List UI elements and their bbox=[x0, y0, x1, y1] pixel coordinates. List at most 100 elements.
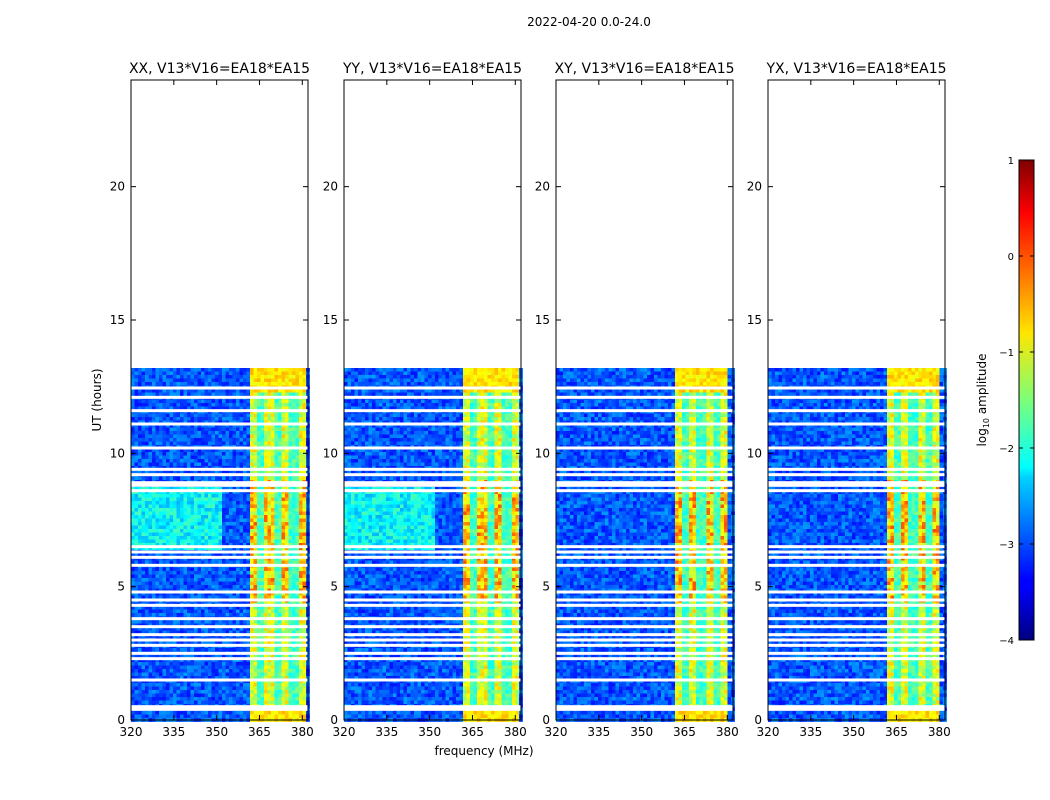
heat-cell bbox=[225, 581, 230, 586]
heat-cell bbox=[138, 497, 142, 502]
heat-cell bbox=[250, 420, 254, 425]
heat-cell bbox=[288, 536, 293, 540]
heat-cell bbox=[169, 620, 174, 624]
heat-cell bbox=[295, 469, 300, 474]
heat-cell bbox=[176, 413, 181, 418]
heat-cell bbox=[278, 543, 282, 547]
heat-cell bbox=[197, 490, 202, 495]
heat-cell bbox=[138, 515, 142, 519]
heat-cell bbox=[190, 434, 195, 439]
heat-cell bbox=[141, 690, 146, 694]
heat-cell bbox=[183, 392, 188, 397]
heat-cell bbox=[302, 494, 307, 498]
heat-cell bbox=[267, 655, 272, 659]
heat-cell bbox=[141, 501, 146, 505]
heat-cell bbox=[267, 571, 272, 575]
heat-cell bbox=[299, 553, 303, 558]
heat-cell bbox=[222, 462, 226, 467]
heat-cell bbox=[260, 371, 265, 376]
heat-cell bbox=[162, 592, 167, 596]
heat-cell bbox=[250, 627, 254, 631]
heat-cell bbox=[138, 592, 142, 596]
heat-cell bbox=[208, 389, 212, 393]
heat-cell bbox=[302, 641, 307, 645]
heat-cell bbox=[176, 658, 181, 663]
heat-cell bbox=[180, 581, 184, 586]
heat-cell bbox=[243, 434, 247, 439]
heat-cell bbox=[218, 375, 223, 379]
heat-cell bbox=[232, 382, 237, 386]
heat-cell bbox=[159, 378, 163, 383]
heat-cell bbox=[246, 606, 251, 610]
heat-cell bbox=[169, 662, 174, 666]
heat-cell bbox=[173, 420, 177, 425]
heat-cell bbox=[267, 700, 272, 705]
heat-cell bbox=[169, 511, 174, 516]
heat-cell bbox=[253, 459, 258, 463]
heat-cell bbox=[239, 378, 244, 383]
heat-cell bbox=[239, 620, 244, 624]
heat-cell bbox=[225, 606, 230, 610]
heat-cell bbox=[292, 406, 296, 411]
heat-cell bbox=[180, 529, 184, 533]
heat-cell bbox=[134, 546, 139, 551]
heat-cell bbox=[215, 494, 219, 498]
heat-cell bbox=[194, 375, 198, 379]
heat-cell bbox=[201, 658, 205, 663]
heat-cell bbox=[180, 382, 184, 386]
heat-cell bbox=[239, 588, 244, 593]
heat-cell bbox=[141, 452, 146, 456]
heat-cell bbox=[180, 553, 184, 558]
heat-cell bbox=[281, 511, 286, 516]
heat-cell bbox=[138, 371, 142, 376]
heat-cell bbox=[257, 382, 261, 386]
heat-cell bbox=[194, 609, 198, 614]
heat-cell bbox=[302, 389, 307, 393]
heat-cell bbox=[173, 462, 177, 467]
heat-cell bbox=[222, 578, 226, 582]
heat-cell bbox=[218, 655, 223, 659]
heat-cell bbox=[274, 669, 279, 673]
heat-cell bbox=[285, 504, 289, 509]
heat-cell bbox=[183, 448, 188, 453]
heat-cell bbox=[215, 553, 219, 558]
heat-cell bbox=[232, 378, 237, 383]
heat-cell bbox=[131, 494, 135, 498]
heat-cell bbox=[243, 676, 247, 680]
heat-cell bbox=[267, 697, 272, 701]
heat-cell bbox=[201, 567, 205, 572]
heat-cell bbox=[180, 511, 184, 516]
heat-cell bbox=[295, 452, 300, 456]
heat-cell bbox=[134, 693, 139, 698]
heat-cell bbox=[152, 511, 156, 516]
heat-cell bbox=[278, 557, 282, 561]
heat-cell bbox=[176, 497, 181, 502]
heat-cell bbox=[264, 567, 268, 572]
heat-cell bbox=[243, 476, 247, 481]
heat-cell bbox=[152, 560, 156, 565]
heat-cell bbox=[162, 693, 167, 698]
heat-cell bbox=[232, 578, 237, 582]
heat-cell bbox=[176, 438, 181, 442]
heat-cell bbox=[152, 592, 156, 596]
heat-cell bbox=[190, 497, 195, 502]
heat-cell bbox=[288, 697, 293, 701]
heat-cell bbox=[243, 420, 247, 425]
heat-cell bbox=[162, 683, 167, 687]
heat-cell bbox=[218, 518, 223, 523]
heat-cell bbox=[267, 427, 272, 432]
heat-cell bbox=[201, 539, 205, 544]
heat-cell bbox=[176, 375, 181, 379]
heat-cell bbox=[204, 511, 209, 516]
heat-cell bbox=[215, 648, 219, 652]
heat-cell bbox=[288, 399, 293, 404]
heat-cell bbox=[211, 476, 216, 481]
heat-cell bbox=[187, 693, 191, 698]
heat-cell bbox=[134, 560, 139, 565]
heat-cell bbox=[159, 504, 163, 509]
heat-cell bbox=[246, 536, 251, 540]
heat-cell bbox=[239, 368, 244, 372]
heat-cell bbox=[236, 389, 240, 393]
heat-cell bbox=[169, 469, 174, 474]
heat-cell bbox=[292, 641, 296, 645]
